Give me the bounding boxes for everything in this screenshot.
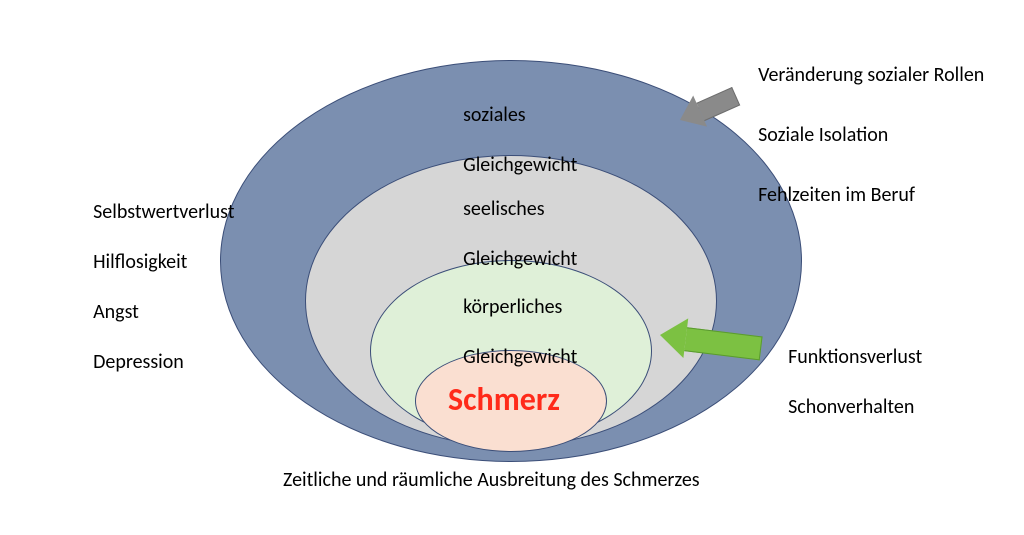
diagram-stage: soziales Gleichgewicht seelisches Gleich… (0, 0, 1024, 535)
label-line: soziales (463, 103, 526, 127)
annotation-line: Hilflosigkeit (93, 250, 187, 274)
annotation-top-right: Veränderung sozialer Rollen Soziale Isol… (740, 30, 984, 240)
label-schmerz: Schmerz (448, 380, 560, 420)
annotation-line: Veränderung sozialer Rollen (758, 63, 984, 87)
annotation-line: Depression (93, 350, 184, 374)
annotation-line: Funktionsverlust (788, 345, 922, 369)
annotation-line: Selbstwertverlust (93, 200, 234, 224)
label-line: Gleichgewicht (463, 345, 577, 369)
label-line: seelisches (463, 197, 544, 221)
annotation-line: Soziale Isolation (758, 123, 888, 147)
arrow-head-icon (658, 315, 689, 358)
label-line: körperliches (463, 295, 562, 319)
annotation-line: Schonverhalten (788, 395, 914, 419)
annotation-line: Angst (93, 300, 139, 324)
annotation-right: Funktionsverlust Schonverhalten (770, 320, 922, 445)
annotation-left: Selbstwertverlust Hilflosigkeit Angst De… (75, 175, 234, 400)
caption: Zeitliche und räumliche Ausbreitung des … (283, 468, 700, 493)
arrow-body (684, 327, 762, 360)
arrow-body (696, 87, 740, 121)
annotation-line: Fehlzeiten im Beruf (758, 183, 915, 207)
label-line: Gleichgewicht (463, 247, 577, 271)
label-koerperliches: körperliches Gleichgewicht (445, 270, 577, 395)
